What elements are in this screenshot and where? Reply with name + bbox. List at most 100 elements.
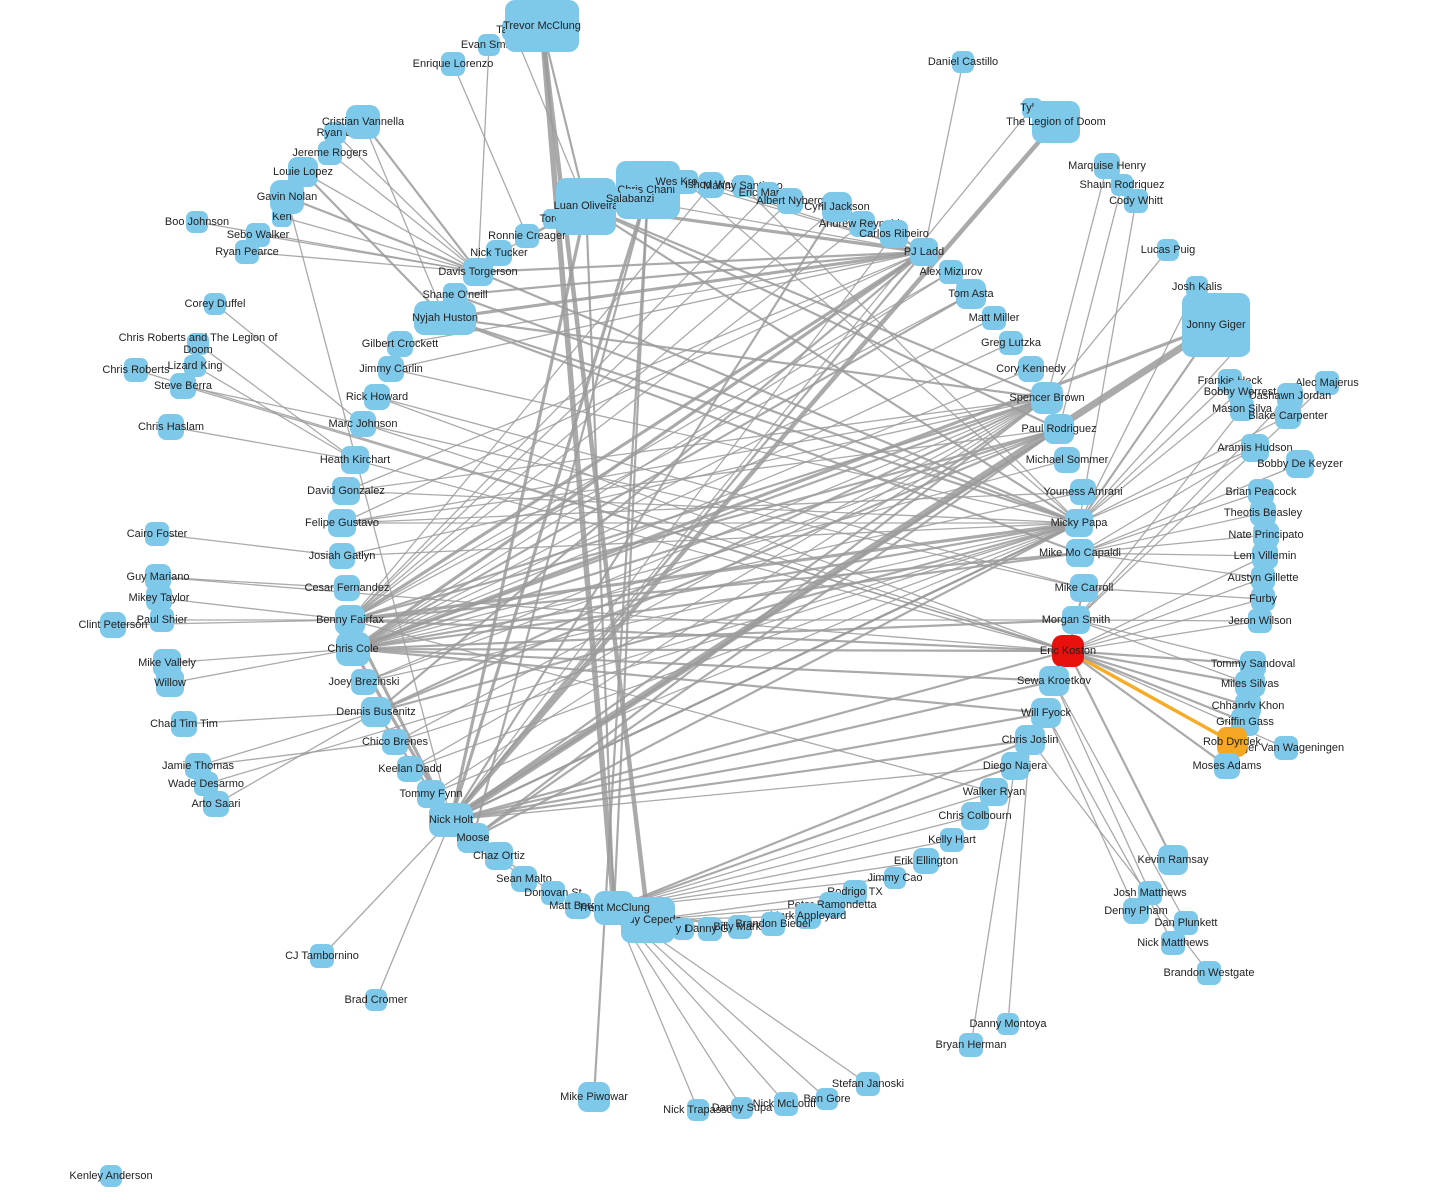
graph-node-trent[interactable] [594,891,634,925]
graph-node-davis[interactable] [463,258,493,286]
graph-node-ronnie[interactable] [515,224,539,248]
graph-node-mike-carroll[interactable] [1070,574,1098,602]
graph-node-erik[interactable] [913,848,939,874]
graph-node-salabanzi[interactable] [620,189,640,209]
graph-node-denny[interactable] [1123,898,1149,924]
graph-node-ryan-d[interactable] [324,122,346,144]
graph-node-micky[interactable] [1065,509,1093,537]
graph-node-jimmy-carlin[interactable] [378,356,404,382]
graph-node-walker[interactable] [980,778,1008,806]
graph-node-youness[interactable] [1070,479,1096,505]
graph-node-cj[interactable] [310,944,334,968]
graph-node-tom-asta[interactable] [956,279,986,309]
graph-node-nyjah[interactable] [414,301,476,335]
graph-node-ryan-pearce[interactable] [235,240,259,264]
graph-node-mikemo[interactable] [1066,539,1094,567]
graph-node-giger[interactable] [1182,293,1250,357]
graph-node-moose[interactable] [457,823,489,853]
graph-node-corey-duffel[interactable] [204,293,226,315]
graph-node-cesar[interactable] [334,575,360,601]
graph-node-morgan[interactable] [1062,606,1090,634]
graph-node-ben-gore[interactable] [816,1088,838,1110]
graph-node-jereme[interactable] [318,141,342,165]
graph-node-mason[interactable] [1230,397,1254,421]
graph-node-sewa[interactable] [1039,666,1069,696]
graph-node-kenley[interactable] [100,1165,122,1187]
graph-node-nick-trapasso[interactable] [687,1099,709,1121]
graph-node-benny[interactable] [335,605,365,635]
graph-node-lucas[interactable] [1157,239,1179,261]
graph-node-david-g[interactable] [332,477,360,505]
graph-node-crlod[interactable] [187,333,209,355]
graph-node-heath[interactable] [341,446,369,474]
graph-node-nick-matthews[interactable] [1161,931,1185,955]
graph-node-danny-montoya[interactable] [997,1013,1019,1035]
graph-node-gavin[interactable] [270,180,304,214]
graph-node-donovan[interactable] [541,881,565,905]
graph-node-danny-supa[interactable] [731,1097,753,1119]
graph-node-greg[interactable] [999,331,1023,355]
graph-node-will-fyock[interactable] [1031,698,1061,728]
graph-node-sean-malto[interactable] [511,866,537,892]
graph-node-albert[interactable] [777,188,803,214]
graph-node-lizard[interactable] [184,355,206,377]
graph-node-austyn[interactable] [1251,566,1275,590]
graph-node-bobby-dk[interactable] [1286,450,1314,478]
graph-node-mikey-taylor[interactable] [146,585,172,611]
graph-node-gilbert[interactable] [387,331,413,357]
graph-node-cairo[interactable] [145,522,169,546]
graph-node-andrew[interactable] [849,211,875,237]
graph-node-jimmy-cao[interactable] [884,867,906,889]
graph-node-stefan[interactable] [856,1072,880,1096]
graph-node-chad[interactable] [171,711,197,737]
graph-node-manny[interactable] [732,175,754,197]
graph-node-brandon-biebel[interactable] [761,912,785,936]
graph-node-arto[interactable] [203,791,229,817]
graph-node-willow[interactable] [156,669,184,697]
graph-node-chaz[interactable] [485,842,513,870]
graph-node-brad[interactable] [365,989,387,1011]
graph-node-highlighted-koston[interactable] [1052,635,1084,667]
graph-node-colbourn[interactable] [961,802,989,830]
graph-node-diego[interactable] [1001,752,1029,780]
graph-node-brandon-westgate[interactable] [1197,961,1221,985]
graph-node-matt-berger[interactable] [565,893,591,919]
graph-node-blake[interactable] [1275,403,1301,429]
graph-node-steve-berra[interactable] [170,373,196,399]
graph-node-vannella[interactable] [346,105,380,139]
graph-node-haslam[interactable] [158,414,184,440]
graph-node-roger[interactable] [1274,736,1298,760]
graph-node-ishod[interactable] [698,172,724,198]
graph-node-trevor[interactable] [505,0,579,52]
graph-node-spencer[interactable] [1031,382,1063,414]
graph-node-cyril[interactable] [822,192,852,222]
graph-node-furby[interactable] [1251,587,1275,611]
graph-node-josh-kalis[interactable] [1186,276,1208,298]
graph-node-legion[interactable] [1032,101,1080,143]
graph-node-eric-martina[interactable] [757,182,779,204]
graph-node-danny-ga[interactable] [698,917,722,941]
graph-node-nick-mclouth[interactable] [774,1092,798,1116]
graph-node-secondary-highlight-dyrdek[interactable] [1217,727,1247,757]
graph-node-marc-johnson[interactable] [350,411,376,437]
graph-node-daniel-castillo[interactable] [952,51,974,73]
graph-node-chris-joslin[interactable] [1015,725,1045,755]
graph-node-theotis[interactable] [1250,500,1276,526]
graph-node-alec[interactable] [1315,371,1339,395]
graph-node-chris-cole[interactable] [336,632,370,666]
graph-node-aramis[interactable] [1241,434,1269,462]
graph-node-y-l[interactable] [672,918,694,940]
graph-node-rodrigo[interactable] [843,880,867,904]
graph-node-rick-howard[interactable] [364,384,390,410]
graph-node-peter[interactable] [819,892,845,918]
graph-node-cody-whitt[interactable] [1124,189,1148,213]
graph-node-clint[interactable] [100,612,126,638]
graph-node-mike-piwowar[interactable] [578,1082,610,1112]
graph-node-joey[interactable] [351,669,377,695]
graph-node-prod[interactable] [1044,414,1074,444]
graph-node-felipe[interactable] [328,509,356,537]
graph-node-chris-roberts[interactable] [124,358,148,382]
graph-node-pj[interactable] [910,238,938,266]
graph-node-boo[interactable] [186,211,208,233]
graph-node-miles[interactable] [1235,671,1265,697]
